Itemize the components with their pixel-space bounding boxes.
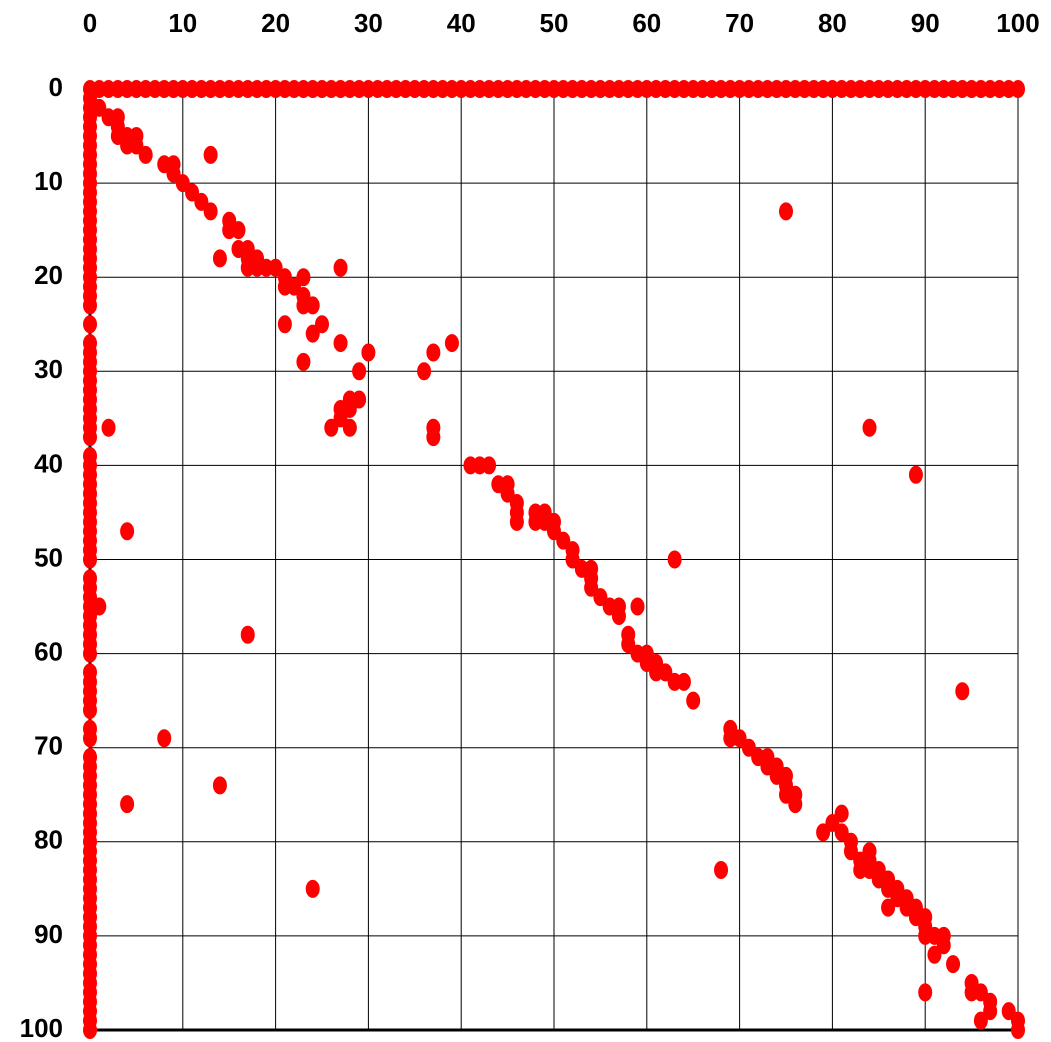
y-tick-label: 50 <box>34 542 63 572</box>
point <box>157 729 172 748</box>
x-tick-label: 80 <box>818 8 847 38</box>
point <box>277 315 292 334</box>
point <box>83 1021 97 1039</box>
point <box>686 691 701 710</box>
x-tick-label: 40 <box>447 8 476 38</box>
y-tick-label: 10 <box>34 166 63 196</box>
point <box>676 672 691 691</box>
point <box>946 955 961 974</box>
point <box>240 625 255 644</box>
point <box>834 804 849 823</box>
point <box>120 795 135 814</box>
point <box>779 202 793 221</box>
point <box>83 315 97 334</box>
point <box>203 145 218 164</box>
x-tick-label: 20 <box>261 8 290 38</box>
point <box>296 268 311 287</box>
y-tick-label: 100 <box>20 1013 63 1042</box>
point <box>296 352 311 371</box>
point <box>92 597 107 616</box>
point <box>305 296 320 315</box>
point <box>788 795 803 814</box>
point <box>333 334 348 353</box>
point <box>936 936 951 955</box>
y-tick-label: 30 <box>34 354 63 384</box>
point <box>908 465 923 484</box>
x-tick-label: 100 <box>996 8 1039 38</box>
point <box>1011 1021 1025 1039</box>
point <box>342 418 357 437</box>
point <box>426 428 441 447</box>
point <box>212 249 227 268</box>
point <box>231 221 246 240</box>
point <box>955 682 970 701</box>
point <box>862 418 877 437</box>
point <box>324 418 339 437</box>
point <box>333 258 348 277</box>
point <box>352 390 367 409</box>
point <box>138 145 153 164</box>
point <box>352 362 367 381</box>
point <box>444 334 459 353</box>
point <box>667 550 682 569</box>
point <box>83 701 97 720</box>
point <box>83 550 97 569</box>
point <box>361 343 376 362</box>
point <box>120 522 135 541</box>
y-tick-label: 90 <box>34 919 63 949</box>
point <box>714 861 729 880</box>
x-tick-label: 10 <box>168 8 197 38</box>
point <box>509 512 524 531</box>
x-tick-label: 60 <box>632 8 661 38</box>
x-tick-label: 0 <box>83 8 97 38</box>
y-tick-label: 20 <box>34 260 63 290</box>
point <box>426 343 441 362</box>
point <box>101 418 116 437</box>
x-tick-label: 30 <box>354 8 383 38</box>
y-tick-label: 40 <box>34 448 63 478</box>
y-tick-label: 80 <box>34 825 63 855</box>
point <box>315 315 329 334</box>
point <box>203 202 218 221</box>
point <box>918 983 933 1002</box>
y-tick-label: 70 <box>34 731 63 761</box>
point <box>611 606 626 625</box>
point <box>83 644 97 663</box>
x-tick-label: 90 <box>911 8 940 38</box>
point <box>417 362 432 381</box>
point <box>83 296 97 315</box>
point <box>212 776 227 795</box>
point <box>83 428 97 447</box>
point <box>630 597 645 616</box>
point <box>83 729 97 748</box>
point <box>1011 80 1025 98</box>
x-tick-label: 50 <box>540 8 569 38</box>
x-tick-label: 70 <box>725 8 754 38</box>
y-tick-label: 60 <box>34 636 63 666</box>
point <box>305 879 320 898</box>
point <box>482 456 497 475</box>
point <box>983 992 998 1011</box>
y-tick-label: 0 <box>49 72 63 102</box>
